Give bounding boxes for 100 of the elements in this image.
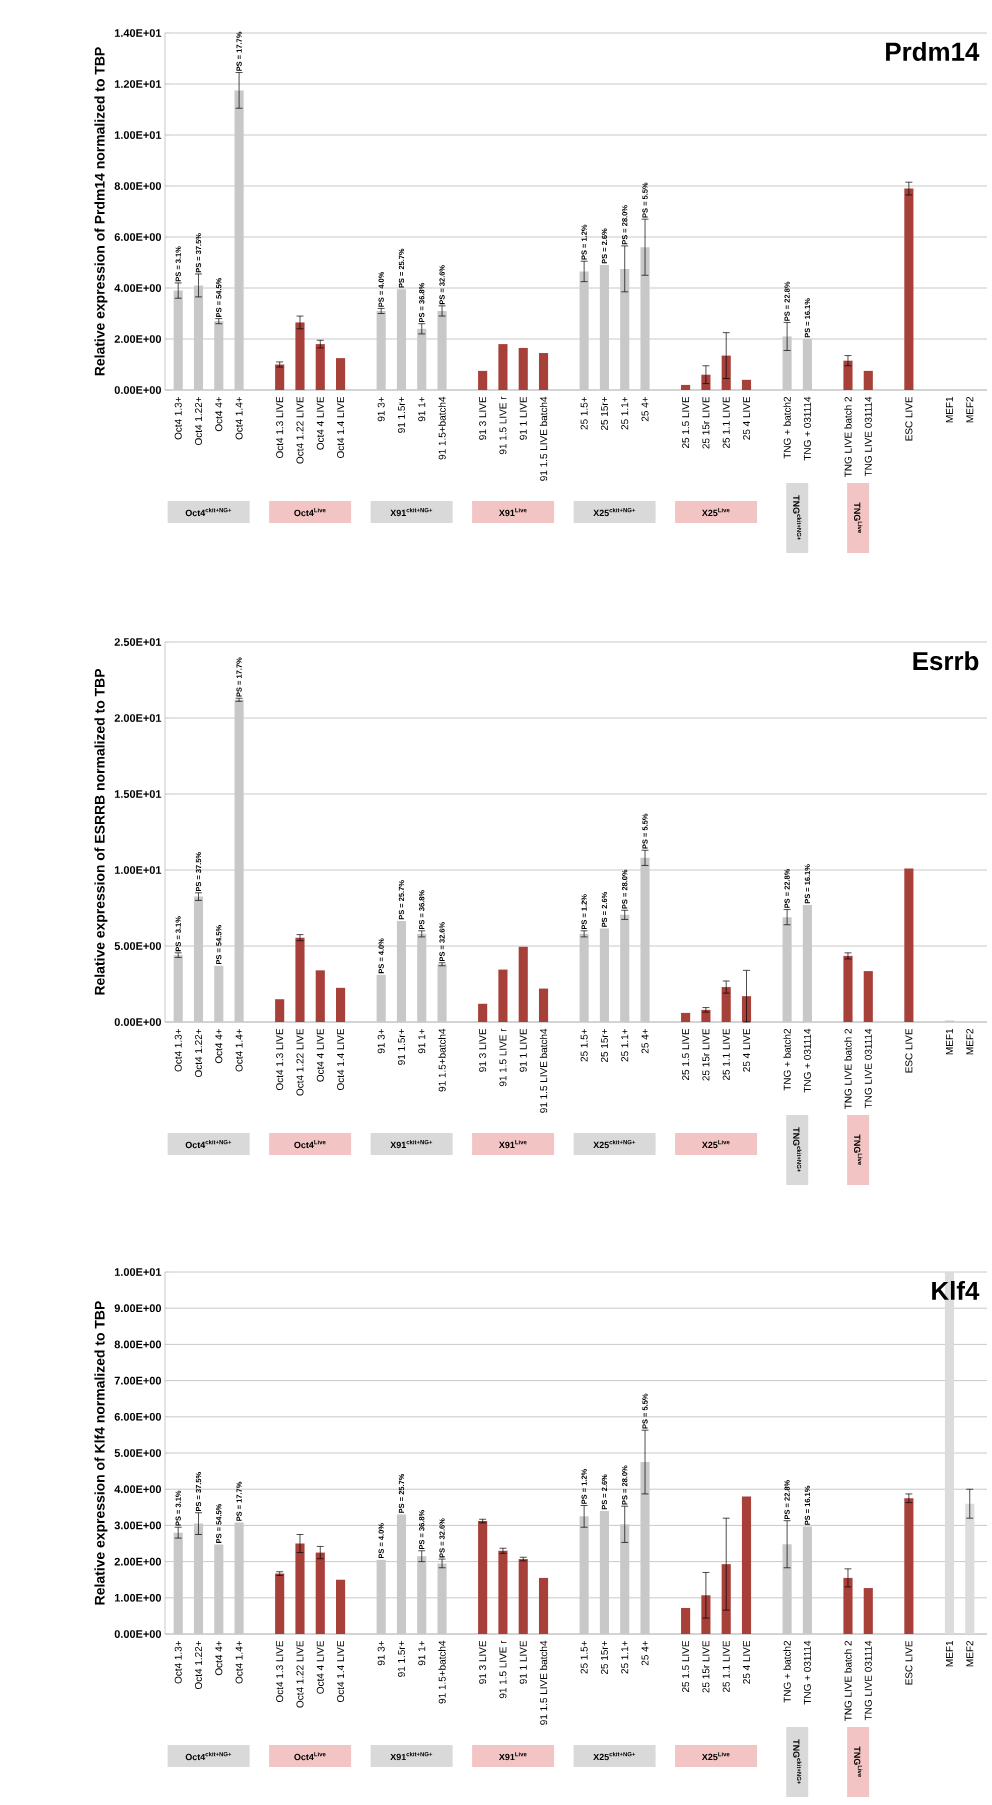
x-tick-label: 91 1+ <box>418 1028 426 1054</box>
y-tick-label: 8.00E+00 <box>114 182 162 190</box>
x-tick-label: Oct4 4 LIVE <box>316 396 324 450</box>
bar <box>417 933 427 1023</box>
bar <box>295 937 305 1023</box>
x-tick-label: Oct4 1.4+ <box>235 1640 243 1684</box>
y-tick-label: 2.00E+00 <box>114 335 162 343</box>
y-tick-label: 7.00E+00 <box>114 1376 162 1385</box>
y-tick-label: 0.00E+00 <box>114 1018 162 1026</box>
y-tick-label: 1.00E+01 <box>114 866 162 874</box>
bar <box>802 1526 812 1635</box>
x-tick-label: 91 1.5 LIVE batch4 <box>539 396 548 481</box>
x-tick-label: TNG + 031114 <box>803 396 811 461</box>
bar <box>579 271 589 391</box>
x-tick-label: 91 1.5r+ <box>397 396 405 433</box>
x-tick-label: 91 1.5 LIVE r <box>499 1640 507 1699</box>
x-tick-label: ESC LIVE <box>905 1028 913 1073</box>
y-tick-label: 0.00E+00 <box>114 386 162 394</box>
bar <box>275 999 285 1023</box>
text: TNG$^{ckit+NG+}$ <box>793 1127 802 1173</box>
bar <box>904 868 914 1023</box>
x-tick-label: ESC LIVE <box>905 1640 913 1685</box>
bar <box>843 1577 853 1635</box>
bar <box>620 1524 630 1635</box>
text: X25$^{Live}$ <box>701 1751 730 1761</box>
bar <box>336 358 346 391</box>
x-tick-label: TNG + batch2 <box>783 1640 791 1703</box>
x-tick-label: 91 1.5 LIVE batch4 <box>539 1640 548 1725</box>
text: TNG$^{Live}$ <box>854 502 863 533</box>
x-tick-label: 25 1.5 LIVE <box>682 1028 690 1081</box>
bar <box>295 1543 305 1635</box>
bar <box>417 328 427 391</box>
bar <box>275 364 285 391</box>
x-tick-label: Oct4 4+ <box>215 1640 223 1676</box>
x-tick-label: Oct4 1.22 LIVE <box>296 1028 304 1096</box>
bar <box>721 987 731 1023</box>
x-tick-label: 25 15r LIVE <box>702 1640 710 1693</box>
x-tick-label: Oct4 1.22 LIVE <box>296 396 304 464</box>
bar <box>904 188 914 391</box>
y-axis-title: Relative expression of Prdm14 normalized to TBP <box>94 47 108 376</box>
bar <box>965 1503 975 1635</box>
x-tick-label: TNG LIVE 031114 <box>864 1028 872 1109</box>
x-tick-label: MEF1 <box>946 396 953 423</box>
x-tick-label: Oct4 4 LIVE <box>316 1028 324 1082</box>
text: Oct4$^{Live}$ <box>294 1751 326 1761</box>
x-tick-label: 91 1.5r+ <box>397 1028 405 1065</box>
x-tick-label: 25 1.1+ <box>621 1640 629 1674</box>
bar <box>376 1559 386 1635</box>
text: Oct4$^{ckit+NG+}$ <box>185 1751 232 1761</box>
y-tick-label: 1.00E+01 <box>114 1268 162 1276</box>
bar <box>173 1532 183 1635</box>
x-tick-label: TNG LIVE batch 2 <box>844 1028 852 1110</box>
y-tick-label: 2.00E+01 <box>114 714 162 722</box>
y-tick-label: 1.00E+01 <box>114 131 162 139</box>
x-tick-label: MEF1 <box>946 1640 953 1667</box>
bar <box>295 322 305 391</box>
x-tick-label: MEF2 <box>966 1640 974 1667</box>
x-tick-label: 25 1.1 LIVE <box>722 396 730 449</box>
x-tick-label: Oct4 1.4 LIVE <box>337 1640 345 1703</box>
text: X25$^{ckit+NG+}$ <box>593 1751 636 1761</box>
x-tick-label: 25 4 LIVE <box>742 396 751 440</box>
text: X91$^{ckit+NG+}$ <box>390 1139 433 1149</box>
bar <box>437 964 447 1023</box>
bar <box>579 933 589 1023</box>
bar <box>518 1559 528 1635</box>
bar <box>336 1579 346 1635</box>
chart-title: Esrrb <box>913 651 979 671</box>
x-tick-label: 91 1.5 LIVE batch4 <box>539 1028 548 1113</box>
bar <box>396 1514 407 1635</box>
x-tick-label: 91 1+ <box>418 1640 426 1666</box>
bar <box>681 1012 691 1023</box>
x-tick-label: 91 3+ <box>377 1640 385 1666</box>
bar <box>437 310 447 391</box>
text: TNG$^{Live}$ <box>854 1134 863 1166</box>
x-tick-label: TNG + batch2 <box>783 396 791 459</box>
x-tick-label: 25 15r+ <box>600 1640 608 1675</box>
x-tick-label: MEF1 <box>946 1028 953 1055</box>
x-tick-label: 91 3+ <box>377 396 385 422</box>
x-tick-label: TNG + batch2 <box>783 1028 791 1091</box>
bar <box>396 920 407 1023</box>
y-axis-title: Relative expression of Klf4 normalized to TBP <box>94 1301 108 1605</box>
y-tick-label: 6.00E+00 <box>114 233 162 241</box>
bar <box>782 1544 792 1635</box>
y-tick-label: 9.00E+00 <box>114 1304 162 1313</box>
bar <box>802 904 812 1023</box>
y-tick-label: 1.40E+01 <box>114 29 162 37</box>
y-tick-label: 8.00E+00 <box>114 1340 162 1349</box>
bar <box>498 344 508 391</box>
bar <box>843 360 853 391</box>
x-tick-label: 91 3 LIVE <box>479 1640 487 1684</box>
y-tick-label: 3.00E+00 <box>114 1521 162 1530</box>
x-tick-label: TNG LIVE batch 2 <box>844 1640 852 1722</box>
bar <box>579 1516 589 1635</box>
bar <box>234 90 244 391</box>
x-tick-label: Oct4 1.4 LIVE <box>337 1028 345 1091</box>
x-tick-label: TNG LIVE 031114 <box>864 396 872 477</box>
text: Oct4$^{ckit+NG+}$ <box>185 507 232 517</box>
bar <box>863 971 873 1023</box>
bar <box>193 1523 204 1635</box>
x-tick-label: ESC LIVE <box>905 396 913 441</box>
